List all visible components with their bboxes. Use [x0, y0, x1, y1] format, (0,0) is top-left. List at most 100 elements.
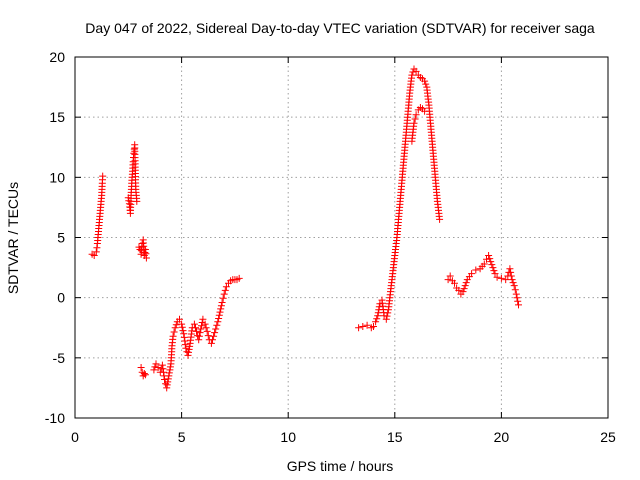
- data-point: [190, 320, 198, 328]
- data-point: [133, 197, 141, 205]
- data-point: [185, 348, 192, 356]
- data-point: [178, 323, 186, 331]
- data-point: [507, 272, 515, 280]
- data-point: [489, 264, 497, 272]
- data-point: [507, 268, 515, 276]
- data-point: [199, 315, 207, 323]
- data-point: [509, 279, 517, 287]
- data-point: [412, 111, 420, 119]
- data-point: [483, 255, 490, 263]
- data-point: [411, 115, 419, 123]
- data-point: [214, 318, 222, 326]
- data-point: [235, 274, 243, 282]
- data-point: [201, 320, 209, 328]
- data-point: [159, 365, 167, 373]
- series-arc1: [88, 172, 107, 259]
- data-point: [462, 279, 470, 287]
- data-point: [216, 308, 224, 316]
- data-point: [472, 266, 480, 274]
- data-point: [178, 320, 186, 328]
- data-point: [151, 363, 159, 371]
- data-point: [487, 258, 495, 266]
- data-point: [218, 299, 226, 306]
- data-point: [510, 282, 518, 290]
- data-point: [203, 327, 211, 335]
- data-point: [204, 332, 212, 340]
- data-point: [508, 276, 516, 284]
- data-point: [372, 318, 380, 326]
- series-arc3: [135, 236, 150, 380]
- data-point: [363, 321, 371, 329]
- data-point: [217, 302, 225, 310]
- data-point: [176, 315, 183, 323]
- data-point: [198, 319, 206, 326]
- data-point: [202, 324, 210, 332]
- data-point: [382, 315, 390, 323]
- x-tick-label: 10: [280, 429, 296, 445]
- data-point: [217, 305, 225, 313]
- data-point: [383, 312, 391, 320]
- data-point: [370, 323, 377, 330]
- data-point: [444, 276, 452, 284]
- y-tick-label: 20: [49, 49, 65, 65]
- y-tick-label: 10: [49, 169, 65, 185]
- data-point: [152, 360, 160, 368]
- data-point: [455, 286, 463, 294]
- data-point: [412, 67, 420, 75]
- data-point: [502, 276, 510, 284]
- data-point: [181, 341, 189, 349]
- data-point: [446, 272, 454, 280]
- data-point: [497, 274, 505, 282]
- x-tick-label: 5: [178, 429, 186, 445]
- axis-ticks: 0 5 10 15 20 25 -10 -5 0 5 10 15 20: [45, 49, 616, 445]
- data-point: [451, 279, 458, 287]
- data-point: [179, 327, 187, 335]
- data-point: [459, 288, 467, 296]
- data-point: [165, 369, 173, 377]
- data-point: [195, 336, 203, 344]
- data-point: [480, 260, 488, 268]
- data-point: [172, 321, 180, 329]
- data-point: [221, 286, 229, 294]
- data-point: [220, 290, 228, 298]
- data-point: [209, 336, 216, 344]
- data-point: [137, 364, 145, 371]
- y-tick-label: 0: [57, 290, 65, 306]
- data-point: [99, 172, 107, 180]
- data-point: [90, 252, 98, 259]
- data-point: [373, 315, 381, 323]
- data-point: [197, 325, 205, 333]
- data-point: [486, 255, 494, 263]
- series-arc6: [408, 104, 429, 145]
- data-point: [490, 267, 498, 275]
- y-tick-label: -10: [45, 410, 65, 426]
- y-tick-label: -5: [53, 350, 66, 366]
- data-point: [461, 282, 469, 290]
- data-point: [421, 107, 429, 115]
- chart-title: Day 047 of 2022, Sidereal Day-to-day VTE…: [85, 20, 595, 36]
- data-point: [436, 215, 444, 223]
- data-point: [506, 265, 514, 273]
- x-tick-label: 15: [387, 429, 403, 445]
- data-point: [222, 283, 230, 291]
- data-point: [215, 315, 223, 322]
- data-point: [408, 71, 416, 79]
- series-arc2: [124, 141, 141, 217]
- data-point: [141, 371, 149, 379]
- data-point: [213, 321, 221, 329]
- x-tick-label: 0: [71, 429, 79, 445]
- data-point: [485, 252, 493, 259]
- data-point: [182, 344, 190, 352]
- data-point: [164, 378, 172, 386]
- data-point: [488, 261, 496, 269]
- series-arc5: [355, 65, 444, 332]
- data-point: [460, 285, 468, 293]
- data-point: [154, 364, 162, 371]
- y-tick-label: 5: [57, 230, 65, 246]
- data-point: [219, 294, 227, 302]
- data-point: [196, 329, 204, 337]
- data-point: [215, 311, 223, 319]
- data-point: [170, 328, 178, 336]
